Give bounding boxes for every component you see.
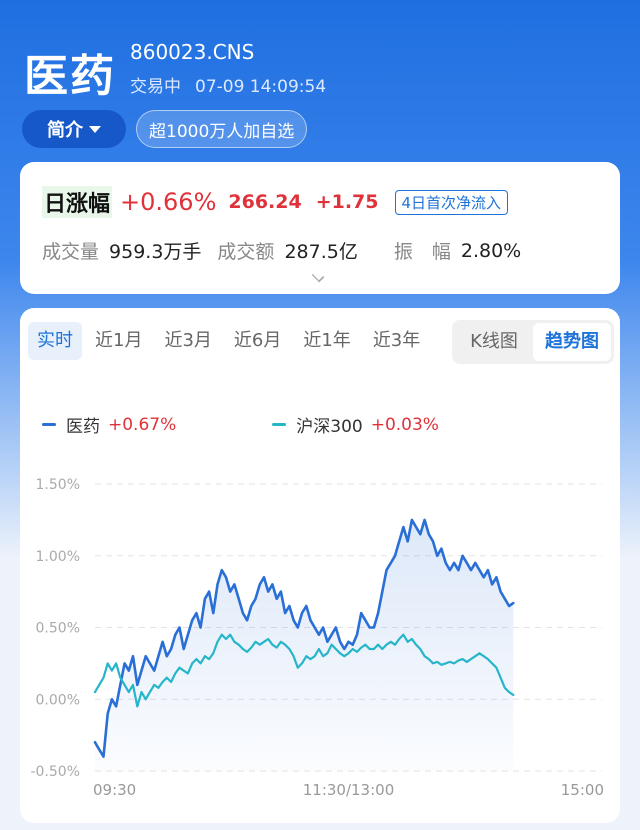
volume-label: 成交量 — [42, 241, 100, 263]
series-line-1 — [93, 633, 515, 708]
intro-label: 简介 — [47, 120, 83, 141]
flow-badge[interactable]: 4日首次净流入 — [394, 189, 509, 215]
amount-label: 成交额 — [217, 241, 275, 263]
x-tick-label: 15:00 — [561, 781, 604, 799]
mode-kline[interactable]: K线图 — [470, 331, 518, 352]
chevron-down-icon[interactable] — [311, 269, 325, 283]
y-tick-label: 0.50% — [36, 621, 80, 637]
x-tick-label: 09:30 — [93, 781, 136, 799]
legend-name-sector: 医药 — [66, 417, 100, 437]
change-percent: +0.66% — [120, 188, 217, 216]
watchlist-badge[interactable]: 超1000万人加自选 — [136, 110, 308, 148]
tab-realtime[interactable]: 实时 — [28, 322, 82, 360]
tab-1-year[interactable]: 近1年 — [303, 330, 351, 351]
chart-mode-toggle: K线图 趋势图 — [452, 320, 614, 364]
tab-6-months[interactable]: 近6月 — [233, 330, 282, 351]
change-absolute: +1.75 — [315, 191, 379, 213]
amplitude-value: 2.80% — [460, 239, 522, 262]
y-tick-label: 1.50% — [36, 477, 80, 493]
legend-name-index: 沪深300 — [296, 417, 363, 437]
series-area-0 — [95, 519, 514, 771]
y-tick-label: 0.00% — [36, 692, 80, 708]
legend-line-index — [272, 423, 287, 426]
quote-card: 日涨幅 +0.66% 266.24 +1.75 4日首次净流入 成交量 959.… — [20, 162, 620, 294]
tab-1-month[interactable]: 近1月 — [95, 330, 143, 351]
x-tick-label: 11:30/13:00 — [303, 781, 395, 799]
change-label: 日涨幅 — [42, 186, 113, 218]
trade-status: 交易中 07-09 14:09:54 — [130, 72, 340, 97]
legend-value-index: +0.03% — [370, 414, 439, 435]
trade-datetime: 07-09 14:09:54 — [195, 77, 327, 97]
series-line-0 — [93, 518, 515, 758]
sector-name: 医药 — [24, 51, 116, 102]
mode-trend[interactable]: 趋势图 — [533, 323, 611, 361]
amount-value: 287.5亿 — [284, 241, 358, 263]
trade-status-text: 交易中 — [130, 77, 181, 97]
amplitude-label: 振 幅 — [393, 241, 451, 263]
intro-button[interactable]: 简介 — [22, 110, 126, 148]
intraday-chart[interactable]: 1.50% 1.00% 0.50% 0.00% -0.50% 09:30 11:30/13:… — [20, 468, 620, 808]
y-tick-label: 1.00% — [36, 549, 80, 565]
period-tabs: 实时 近1月 近3月 近6月 近1年 近3年 — [28, 322, 433, 360]
quote-stats-row: 成交量 959.3万手 成交额 287.5亿 振 幅 2.80% — [42, 237, 521, 264]
chart-legend: 医药 +0.67% 沪深300 +0.03% — [42, 412, 439, 437]
quote-primary-row: 日涨幅 +0.66% 266.24 +1.75 4日首次净流入 — [42, 186, 509, 218]
price: 266.24 — [228, 191, 302, 213]
sector-header: 医药 860023.CNS 交易中 07-09 14:09:54 简介 超1000… — [0, 0, 640, 160]
legend-value-sector: +0.67% — [108, 414, 177, 435]
sector-code: 860023.CNS — [130, 40, 255, 64]
tab-3-months[interactable]: 近3月 — [164, 330, 212, 351]
caret-down-icon — [89, 125, 101, 133]
legend-line-sector — [42, 423, 56, 426]
volume-value: 959.3万手 — [109, 241, 202, 263]
tab-3-years[interactable]: 近3年 — [372, 330, 421, 351]
y-tick-label: -0.50% — [30, 764, 80, 780]
chart-card: 实时 近1月 近3月 近6月 近1年 近3年 K线图 趋势图 医药 +0.67%… — [20, 308, 620, 823]
